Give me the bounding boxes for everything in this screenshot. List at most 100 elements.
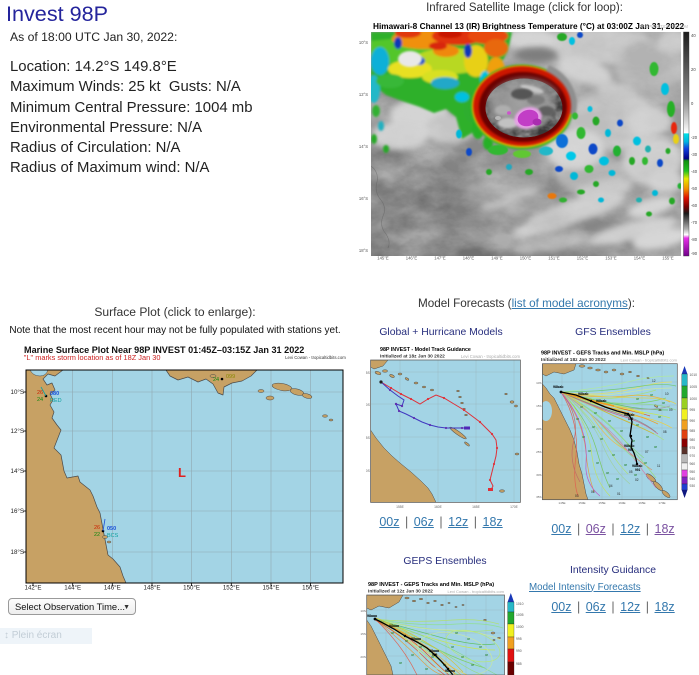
svg-text:12: 12 [652, 379, 656, 383]
svg-text:98: 98 [479, 645, 482, 649]
svg-text:Initialized at 18z Jan 30 2022: Initialized at 18z Jan 30 2022 [380, 354, 445, 360]
svg-text:960: 960 [690, 462, 696, 466]
svg-text:995: 995 [516, 637, 522, 641]
svg-text:98: 98 [662, 401, 665, 405]
svg-text:98aaa: 98aaa [445, 669, 456, 673]
svg-text:98: 98 [600, 437, 603, 441]
svg-text:98bab: 98bab [624, 444, 635, 448]
svg-text:10S: 10S [536, 381, 542, 385]
svg-text:98: 98 [650, 393, 653, 397]
svg-text:98: 98 [592, 425, 595, 429]
svg-text:149°E: 149°E [491, 256, 503, 261]
svg-text:20: 20 [691, 67, 696, 72]
svg-text:1010: 1010 [516, 602, 524, 606]
svg-text:146°E: 146°E [104, 585, 121, 592]
svg-text:RED: RED [50, 398, 62, 404]
svg-text:15S: 15S [536, 404, 542, 408]
svg-text:150E: 150E [578, 501, 585, 505]
svg-text:-30: -30 [691, 152, 698, 157]
svg-text:14°S: 14°S [359, 144, 368, 149]
svg-text:980: 980 [690, 438, 696, 442]
svg-text:98: 98 [391, 631, 394, 635]
svg-text:98: 98 [606, 471, 609, 475]
svg-text:975: 975 [690, 446, 696, 450]
svg-text:98: 98 [636, 397, 639, 401]
svg-text:20S: 20S [366, 403, 371, 407]
svg-text:985: 985 [690, 429, 696, 433]
svg-text:98: 98 [644, 461, 647, 465]
svg-text:98: 98 [596, 461, 599, 465]
svg-text:156°E: 156°E [302, 585, 319, 592]
svg-text:15S: 15S [366, 371, 371, 375]
svg-text:Initialized at 12z Jan 30 2022: Initialized at 12z Jan 30 2022 [368, 589, 433, 595]
svg-text:Himawari-8 Channel 13 (IR) Bri: Himawari-8 Channel 13 (IR) Brightness Te… [373, 21, 685, 31]
svg-text:990: 990 [690, 419, 696, 423]
svg-text:940: 940 [690, 477, 696, 481]
svg-text:Levi Cowan - tropicaltidbits.c: Levi Cowan - tropicaltidbits.com [461, 354, 521, 359]
svg-text:"L" marks storm location as of: "L" marks storm location as of 18Z Jan 3… [24, 353, 161, 362]
svg-text:24: 24 [213, 377, 219, 383]
svg-text:98: 98 [425, 667, 428, 671]
svg-text:98: 98 [612, 453, 615, 457]
svg-text:98: 98 [620, 429, 623, 433]
svg-text:12°S: 12°S [359, 92, 368, 97]
svg-text:30S: 30S [366, 469, 371, 473]
svg-text:16°S: 16°S [359, 196, 368, 201]
svg-text:-90: -90 [691, 251, 698, 256]
svg-text:98: 98 [608, 419, 611, 423]
svg-text:148°E: 148°E [463, 256, 475, 261]
svg-text:98: 98 [431, 655, 434, 659]
svg-text:30S: 30S [536, 473, 542, 477]
svg-text:98: 98 [451, 645, 454, 649]
svg-text:099: 099 [226, 374, 235, 380]
svg-text:04: 04 [609, 484, 613, 488]
svg-text:98: 98 [658, 415, 661, 419]
svg-text:98bab: 98bab [596, 399, 607, 403]
svg-text:155E: 155E [396, 505, 405, 509]
svg-text:98: 98 [634, 473, 637, 477]
svg-text:050: 050 [107, 526, 116, 532]
svg-text:10S: 10S [360, 609, 366, 613]
svg-text:98P INVEST - GEPS Tracks and M: 98P INVEST - GEPS Tracks and Min. MSLP (… [368, 582, 494, 588]
svg-text:98: 98 [582, 435, 585, 439]
svg-text:98: 98 [419, 645, 422, 649]
svg-text:985: 985 [516, 662, 522, 666]
svg-text:152°E: 152°E [577, 256, 589, 261]
svg-text:22: 22 [94, 532, 100, 538]
svg-text:16°S: 16°S [11, 508, 24, 515]
svg-text:98bab: 98bab [632, 464, 643, 468]
svg-text:991: 991 [635, 468, 641, 472]
svg-text:40: 40 [691, 33, 696, 38]
svg-text:154°E: 154°E [634, 256, 646, 261]
svg-text:98: 98 [636, 423, 639, 427]
svg-text:02: 02 [635, 478, 639, 482]
svg-text:950: 950 [690, 470, 696, 474]
svg-text:98bab: 98bab [578, 392, 589, 396]
svg-text:Levi Cowan - tropicaltidbits.c: Levi Cowan - tropicaltidbits.com [621, 358, 678, 363]
svg-text:98aaa: 98aaa [429, 649, 440, 653]
svg-text:06: 06 [591, 490, 595, 494]
svg-text:98bab: 98bab [553, 385, 564, 389]
svg-text:98aaa: 98aaa [367, 614, 378, 618]
svg-text:165E: 165E [472, 505, 481, 509]
svg-text:990: 990 [516, 649, 522, 653]
svg-text:151°E: 151°E [548, 256, 560, 261]
svg-text:18°S: 18°S [359, 248, 368, 253]
svg-text:1010: 1010 [690, 373, 698, 377]
svg-text:18°S: 18°S [11, 549, 24, 556]
svg-text:98: 98 [624, 463, 627, 467]
svg-text:Initialized at 18z Jan 30 2022: Initialized at 18z Jan 30 2022 [541, 357, 606, 363]
svg-text:170E: 170E [658, 501, 665, 505]
svg-text:98: 98 [411, 653, 414, 657]
svg-text:148°E: 148°E [144, 585, 161, 592]
svg-text:26: 26 [94, 525, 100, 531]
svg-text:26: 26 [37, 390, 43, 396]
svg-text:98: 98 [580, 405, 583, 409]
svg-text:-60: -60 [691, 203, 698, 208]
svg-text:1005: 1005 [516, 613, 524, 617]
svg-text:24: 24 [37, 397, 43, 403]
svg-text:995: 995 [690, 408, 696, 412]
svg-text:98: 98 [646, 435, 649, 439]
svg-text:35S: 35S [536, 495, 542, 499]
svg-text:03: 03 [575, 494, 579, 498]
